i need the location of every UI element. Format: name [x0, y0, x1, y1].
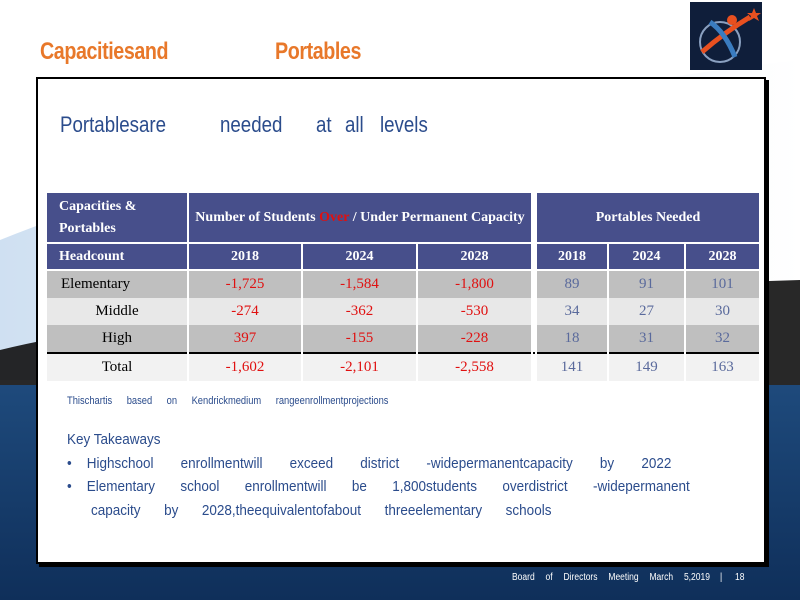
- cell: -530: [417, 298, 533, 325]
- logo: [690, 2, 762, 70]
- bullet-text: Highschool enrollmentwill exceed distric…: [86, 455, 672, 472]
- cell: 141: [536, 352, 609, 381]
- subheader-cell: 2024: [608, 243, 686, 271]
- cell: 18: [536, 325, 609, 353]
- subheader-cell: 2028: [685, 243, 761, 271]
- table: Capacities & Portables Number of Student…: [47, 193, 761, 381]
- cell: 30: [685, 298, 761, 325]
- cell: -228: [417, 325, 533, 353]
- bullet: • Elementary school enrollmentwill be 1,…: [67, 478, 690, 495]
- bullet: • Highschool enrollmentwill exceed distr…: [67, 455, 672, 472]
- header-cell: Capacities & Portables: [47, 193, 189, 244]
- cell: -2,558: [417, 352, 533, 381]
- row-label: Middle: [47, 298, 189, 325]
- subheader-cell: Headcount: [47, 243, 189, 271]
- cell: 163: [685, 352, 761, 381]
- row-label: Total: [47, 352, 189, 381]
- header-text: / Under Permanent Capacity: [352, 209, 525, 225]
- header-text: Over: [319, 209, 350, 225]
- subtitle-word: needed: [220, 112, 283, 137]
- subheader-cell: 2024: [302, 243, 418, 271]
- header-cell: Portables Needed: [536, 193, 761, 244]
- subtitle-word: levels: [380, 112, 428, 137]
- cell: -1,602: [188, 352, 303, 381]
- slide-title: Portables: [275, 38, 361, 65]
- cell: -362: [302, 298, 418, 325]
- header-text: Number of Students: [195, 209, 316, 225]
- logo-art: [699, 8, 761, 63]
- cell: -1,725: [188, 270, 303, 298]
- gap: [532, 193, 537, 270]
- bullet-text: capacity by 2028,theequivalentofabout th…: [91, 502, 552, 519]
- cell: -1,584: [302, 270, 418, 298]
- row-label: High: [47, 325, 189, 353]
- cell: 101: [685, 270, 761, 298]
- cell: -2,101: [302, 352, 418, 381]
- table-row: High 397 -155 -228 18 31 32: [47, 325, 761, 353]
- cell: 89: [536, 270, 609, 298]
- source-note: Thischartis based on Kendrickmedium rang…: [67, 395, 389, 407]
- gap: [532, 352, 537, 381]
- subheader-cell: 2018: [536, 243, 609, 271]
- cell: 397: [188, 325, 303, 353]
- cell: 31: [608, 325, 686, 353]
- subtitle-word: at: [316, 112, 332, 137]
- cell: -1,800: [417, 270, 533, 298]
- slide-title: Capacitiesand: [40, 38, 169, 65]
- page-number: 18: [735, 572, 745, 583]
- bullet-text: Elementary school enrollmentwill be 1,80…: [86, 478, 690, 495]
- table-row: Total -1,602 -2,101 -2,558 141 149 163: [47, 352, 761, 381]
- subheader-cell: 2028: [417, 243, 533, 271]
- table-row: Middle -274 -362 -530 34 27 30: [47, 298, 761, 325]
- subtitle-word: Portablesare: [60, 112, 167, 137]
- cell: 27: [608, 298, 686, 325]
- takeaways-heading: Key Takeaways: [67, 431, 161, 448]
- table-row: Elementary -1,725 -1,584 -1,800 89 91 101: [47, 270, 761, 298]
- row-label: Elementary: [47, 270, 189, 298]
- cell: 34: [536, 298, 609, 325]
- footer-text: Board of Directors Meeting March 5,2019: [512, 572, 710, 583]
- cell: 149: [608, 352, 686, 381]
- header-cell: Number of Students Over / Under Permanen…: [188, 193, 533, 244]
- gap: [532, 270, 537, 298]
- gap: [532, 325, 537, 353]
- cell: -155: [302, 325, 418, 353]
- subtitle-word: all: [345, 112, 364, 137]
- table-wrap: Capacities & Portables Number of Student…: [47, 193, 761, 381]
- gap: [532, 298, 537, 325]
- cell: 91: [608, 270, 686, 298]
- cell: -274: [188, 298, 303, 325]
- footer-separator: |: [720, 572, 723, 583]
- subheader-cell: 2018: [188, 243, 303, 271]
- cell: 32: [685, 325, 761, 353]
